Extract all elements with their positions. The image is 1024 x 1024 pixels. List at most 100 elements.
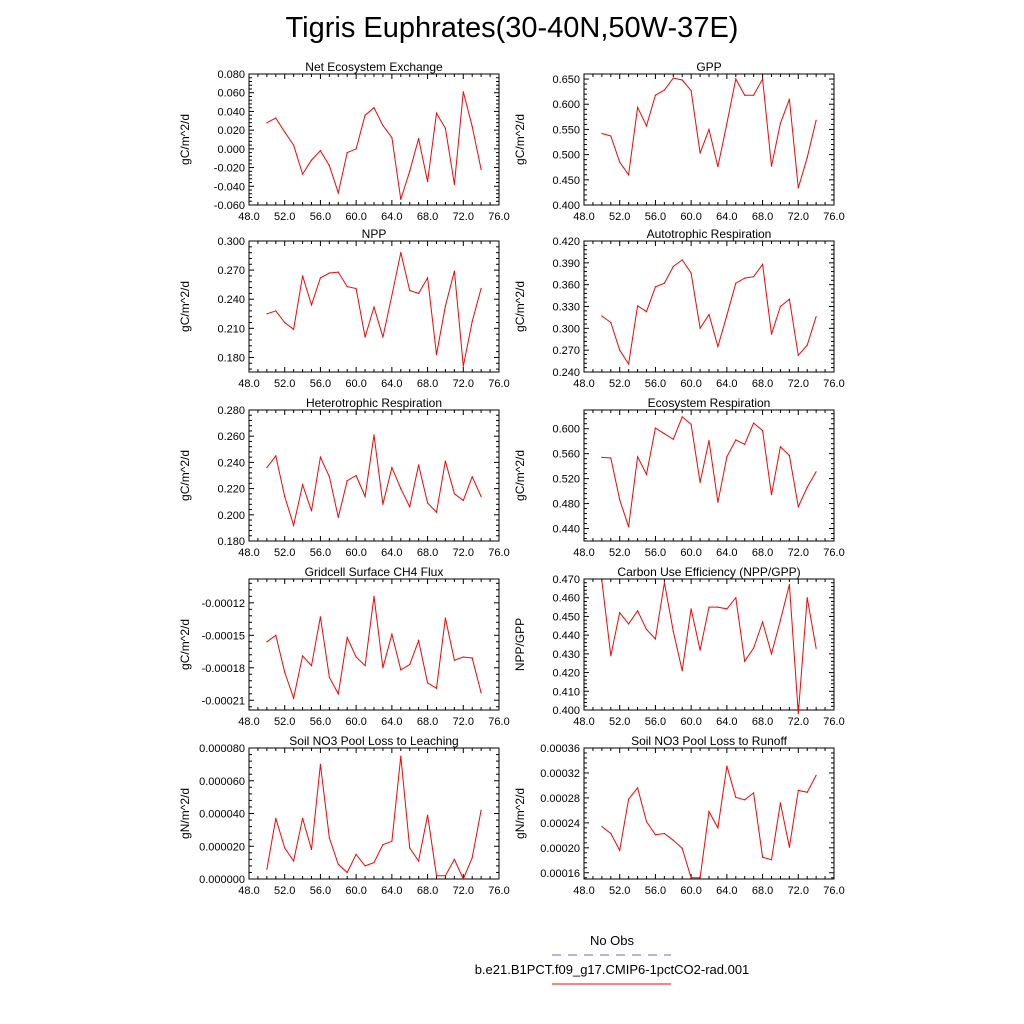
data-point — [373, 107, 375, 109]
data-point — [601, 315, 603, 317]
y-tick-label: 0.410 — [552, 686, 580, 698]
data-point — [310, 304, 313, 306]
y-tick-label: 0.420 — [552, 236, 580, 248]
data-point — [726, 314, 728, 316]
data-point — [275, 817, 277, 820]
y-tick-label: -0.00015 — [202, 630, 245, 642]
data-point — [444, 617, 446, 619]
y-tick-label: 0.240 — [217, 294, 245, 306]
data-point — [645, 628, 648, 631]
data-point — [654, 286, 657, 288]
data-point — [601, 580, 603, 582]
data-point — [654, 638, 657, 640]
data-point — [628, 174, 630, 176]
data-point — [400, 488, 402, 490]
data-point — [610, 135, 612, 137]
x-tick-label: 68.0 — [752, 211, 773, 223]
x-tick-label: 76.0 — [823, 716, 844, 728]
plot-frame — [248, 73, 500, 206]
data-point — [806, 597, 808, 599]
x-tick-label: 72.0 — [453, 547, 474, 559]
y-tick-label: 0.330 — [552, 302, 580, 314]
data-point — [672, 265, 674, 268]
y-tick-label: -0.060 — [214, 200, 245, 212]
data-point — [628, 363, 630, 365]
panel-title: GPP — [696, 60, 721, 74]
x-tick-label: 68.0 — [417, 378, 438, 390]
data-point — [435, 875, 438, 877]
x-tick-label: 48.0 — [573, 547, 594, 559]
panel-6: Ecosystem Respiration gC/m^2/d 48.0 52.0 56.… — [513, 396, 845, 559]
data-point — [427, 181, 429, 183]
data-point — [364, 336, 366, 338]
data-point — [735, 78, 737, 80]
data-point — [770, 653, 773, 655]
data-point — [717, 827, 719, 829]
data-point — [601, 456, 603, 458]
y-tick-label: 0.210 — [217, 323, 245, 335]
y-tick-label: 0.550 — [552, 124, 580, 136]
y-tick-label: 0.400 — [552, 705, 580, 717]
data-point — [815, 647, 817, 649]
x-tick-label: 52.0 — [609, 378, 630, 390]
y-tick-label: 0.000020 — [199, 841, 245, 853]
data-point — [435, 112, 438, 114]
x-tick-label: 68.0 — [752, 378, 773, 390]
x-tick-label: 48.0 — [573, 885, 594, 897]
y-tick-label: 0.080 — [217, 69, 245, 81]
x-tick-label: 72.0 — [788, 716, 809, 728]
x-tick-label: 56.0 — [645, 378, 666, 390]
x-tick-label: 64.0 — [381, 885, 402, 897]
plot-frame — [583, 73, 835, 206]
data-point — [815, 119, 817, 121]
data-point — [753, 792, 755, 794]
data-point — [462, 365, 464, 367]
data-point — [453, 270, 455, 272]
data-point — [735, 597, 737, 599]
data-point — [409, 847, 411, 849]
y-tick-label: 0.480 — [552, 499, 580, 511]
data-point — [400, 252, 402, 254]
y-tick-label: 0.00016 — [540, 868, 580, 880]
y-tick-label: 0.000 — [217, 144, 245, 156]
data-point — [672, 839, 674, 841]
data-point — [797, 506, 799, 508]
y-axis-label: gN/m^2/d — [513, 788, 527, 839]
data-point — [480, 287, 482, 290]
x-tick-label: 48.0 — [238, 211, 259, 223]
panel-4: Autotrophic Respiration gC/m^2/d 48.0 52.0 5… — [513, 227, 845, 390]
y-tick-label: 0.00032 — [540, 768, 580, 780]
y-tick-label: 0.560 — [552, 449, 580, 461]
data-point — [418, 464, 420, 466]
y-tick-label: 0.500 — [552, 150, 580, 162]
data-point — [628, 526, 630, 528]
data-point — [337, 271, 339, 273]
data-point — [797, 789, 799, 792]
x-tick-label: 48.0 — [238, 885, 259, 897]
series-line — [266, 756, 482, 881]
x-tick-label: 60.0 — [680, 716, 701, 728]
data-point — [788, 454, 791, 457]
y-tick-label: -0.020 — [214, 163, 245, 175]
data-point — [462, 499, 464, 501]
data-point — [744, 660, 746, 662]
panel-9: Soil NO3 Pool Loss to Leaching gN/m^2/d 48… — [178, 734, 510, 897]
data-point — [319, 277, 321, 279]
data-point — [346, 871, 348, 874]
x-tick-label: 56.0 — [645, 211, 666, 223]
plot-frame — [248, 747, 500, 880]
data-point — [762, 263, 764, 265]
data-point — [663, 582, 666, 584]
data-point — [708, 128, 710, 130]
data-point — [815, 316, 817, 318]
data-point — [462, 878, 464, 880]
data-point — [471, 320, 473, 323]
data-point — [337, 516, 339, 519]
data-point — [319, 616, 321, 618]
data-point — [364, 495, 366, 498]
y-tick-label: 0.300 — [552, 323, 580, 335]
x-tick-label: 68.0 — [752, 885, 773, 897]
data-point — [302, 275, 304, 277]
data-point — [806, 791, 808, 793]
